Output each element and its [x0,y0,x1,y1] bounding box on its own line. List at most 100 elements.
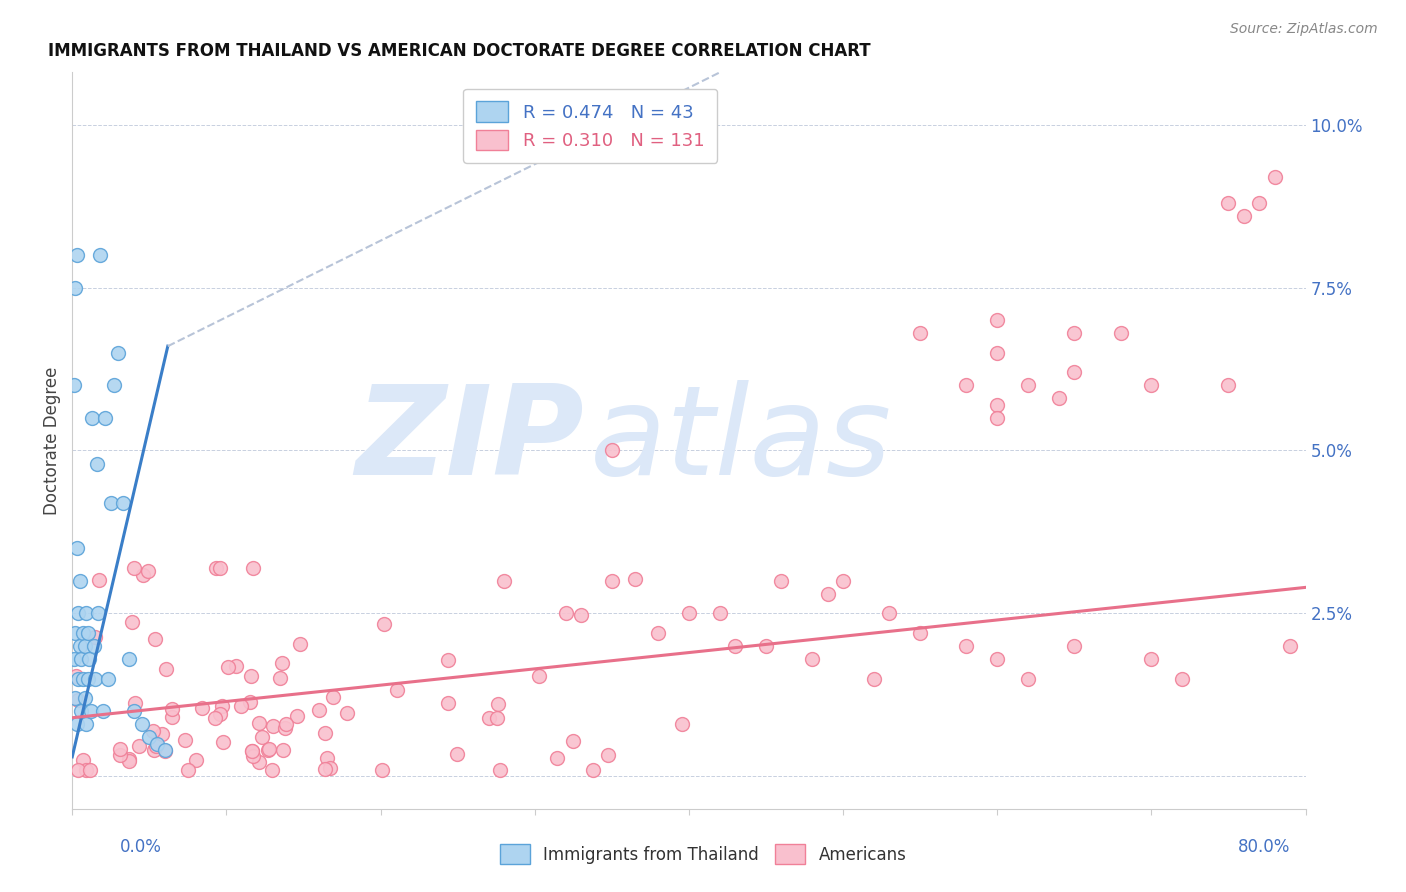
Point [986,410,1008,425]
Point [118,754,141,768]
Point [82,410,104,425]
Point [128,739,150,753]
Point [212,735,235,749]
Point [73,691,96,706]
Legend: Immigrants from Thailand, Americans: Immigrants from Thailand, Americans [494,838,912,871]
Point [486,710,509,724]
Point [75,717,97,731]
Point [1264,169,1286,184]
Point [489,763,512,777]
Point [478,711,501,725]
Point [75,763,97,777]
Point [86,457,108,471]
Point [271,743,294,757]
Point [269,671,291,685]
Point [162,702,184,716]
Point [122,561,145,575]
Point [755,639,778,653]
Point [118,652,141,666]
Point [150,727,173,741]
Point [91,704,114,718]
Text: 0.0%: 0.0% [120,838,162,855]
Point [986,652,1008,666]
Point [143,742,166,756]
Point [624,572,647,586]
Point [314,762,336,776]
Point [69,574,91,588]
Point [446,747,468,761]
Legend: R = 0.474   N = 43, R = 0.310   N = 131: R = 0.474 N = 43, R = 0.310 N = 131 [464,89,717,163]
Point [239,695,262,709]
Point [817,587,839,601]
Point [191,701,214,715]
Point [62,652,84,666]
Point [801,652,824,666]
Point [908,326,931,341]
Point [647,626,669,640]
Point [208,561,231,575]
Point [79,763,101,777]
Point [153,743,176,757]
Point [103,378,125,392]
Point [582,763,605,777]
Point [596,747,619,762]
Point [67,607,90,621]
Point [72,626,94,640]
Point [89,248,111,262]
Point [110,742,132,756]
Point [76,626,98,640]
Point [600,443,623,458]
Point [225,659,247,673]
Point [124,696,146,710]
Point [486,697,509,711]
Point [315,751,337,765]
Point [387,682,409,697]
Point [67,763,90,777]
Point [1109,326,1132,341]
Point [262,718,284,732]
Point [1218,378,1240,392]
Text: ZIP: ZIP [356,380,583,501]
Point [146,737,169,751]
Point [1218,195,1240,210]
Point [211,698,233,713]
Point [955,639,977,653]
Point [437,653,460,667]
Point [118,752,141,766]
Point [84,672,107,686]
Point [1017,378,1039,392]
Point [65,280,87,294]
Text: IMMIGRANTS FROM THAILAND VS AMERICAN DOCTORATE DEGREE CORRELATION CHART: IMMIGRANTS FROM THAILAND VS AMERICAN DOC… [48,42,870,60]
Point [184,753,207,767]
Point [770,574,793,588]
Point [70,652,93,666]
Point [436,696,458,710]
Point [371,763,394,777]
Point [93,410,115,425]
Point [242,749,264,764]
Point [204,711,226,725]
Point [107,345,129,359]
Point [229,698,252,713]
Point [72,753,94,767]
Text: atlas: atlas [591,380,893,501]
Point [1279,639,1302,653]
Point [336,706,359,720]
Point [678,607,700,621]
Point [136,564,159,578]
Point [65,691,87,706]
Point [65,669,87,683]
Point [145,739,167,754]
Point [100,495,122,509]
Point [249,716,271,731]
Point [75,607,97,621]
Point [1233,209,1256,223]
Point [308,702,330,716]
Point [1249,195,1271,210]
Point [257,743,280,757]
Point [217,660,239,674]
Point [274,721,297,735]
Point [66,717,89,731]
Point [77,652,100,666]
Point [121,615,143,630]
